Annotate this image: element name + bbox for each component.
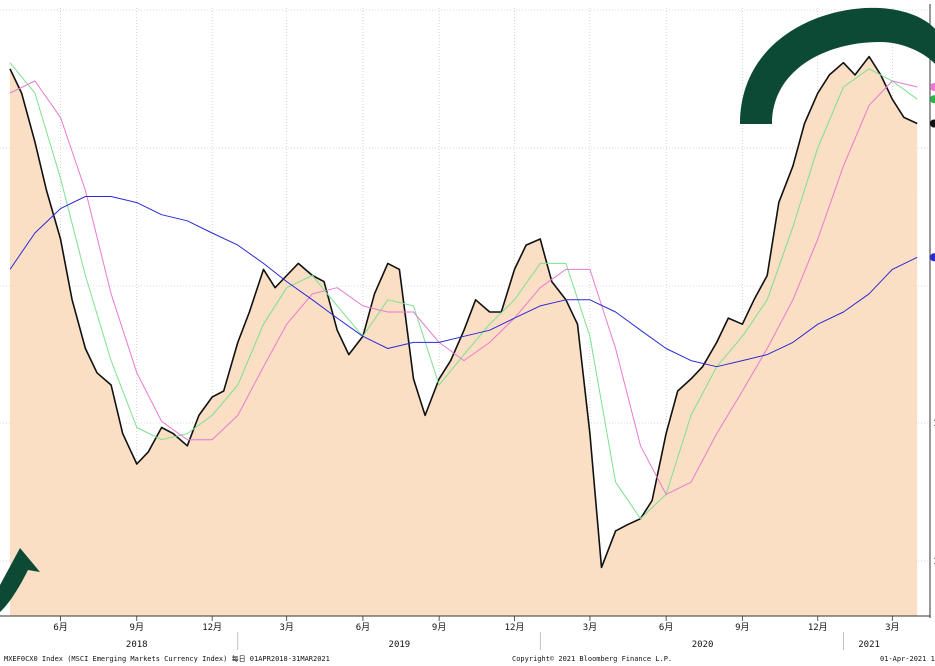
x-tick-label-7: 3月 [583, 622, 597, 633]
x-tick-label-3: 3月 [279, 622, 293, 633]
footer: MXEF0CX0 Index (MSCI Emerging Markets Cu… [4, 654, 935, 663]
series-3-end-marker [930, 253, 935, 262]
x-tick-label-5: 9月 [432, 622, 446, 633]
x-tick-label-9: 9月 [735, 622, 749, 633]
y-tick-label-1: 1 [933, 557, 935, 567]
x-year-label-3: 2021 [858, 640, 880, 650]
y-tick-label-0: 1 [933, 419, 935, 429]
x-tick-label-8: 6月 [659, 622, 673, 633]
x-tick-label-4: 6月 [356, 622, 370, 633]
footer-right-text: 01-Apr-2021 1 [880, 655, 935, 663]
footer-center-text: Copyright© 2021 Bloomberg Finance L.P. [512, 655, 672, 663]
series-0-end-marker [930, 119, 935, 128]
axis-layer: 6月 9月 12月 3月 6月 9月 12月 3月 6月 9月 12月 3月 2018 2019 2020 2… [0, 4, 935, 650]
x-tick-label-11: 3月 [885, 622, 899, 633]
top-right-arch-arrow-icon [740, 7, 935, 124]
x-year-label-0: 2018 [126, 640, 148, 650]
bottom-left-arrow-icon [0, 548, 40, 612]
x-tick-label-6: 12月 [505, 622, 525, 633]
x-tick-label-1: 9月 [130, 622, 144, 633]
x-tick-label-2: 12月 [202, 622, 222, 633]
footer-left-text: MXEF0CX0 Index (MSCI Emerging Markets Cu… [4, 654, 330, 663]
annotation-layer [0, 7, 935, 612]
x-year-label-2: 2020 [692, 640, 714, 650]
x-tick-label-10: 12月 [808, 622, 828, 633]
series-1-end-marker [930, 95, 935, 104]
x-year-label-1: 2019 [389, 640, 411, 650]
x-tick-label-0: 6月 [53, 622, 67, 633]
series-2-end-marker [930, 83, 935, 91]
series-layer [9, 55, 918, 569]
